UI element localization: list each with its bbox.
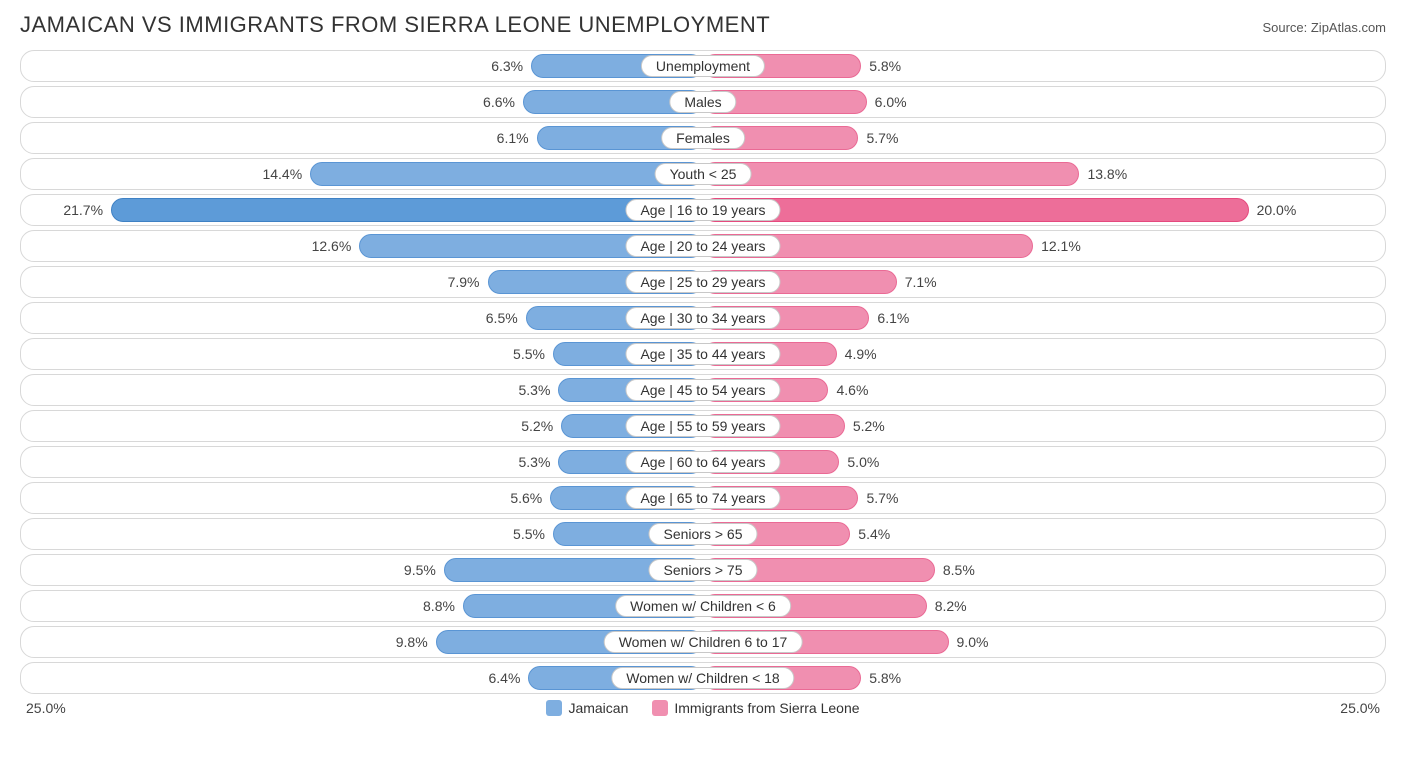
value-label-right: 5.8% (869, 670, 901, 686)
category-label: Age | 45 to 54 years (625, 379, 780, 401)
value-label-right: 20.0% (1257, 202, 1297, 218)
value-label-left: 5.3% (519, 454, 551, 470)
chart-row: 6.5% 6.1% Age | 30 to 34 years (20, 302, 1386, 334)
category-label: Women w/ Children < 18 (611, 667, 794, 689)
category-label: Males (669, 91, 736, 113)
chart-row: 12.6% 12.1% Age | 20 to 24 years (20, 230, 1386, 262)
axis-left-max: 25.0% (26, 700, 66, 716)
value-label-left: 5.6% (510, 490, 542, 506)
legend-item-left: Jamaican (546, 700, 628, 716)
value-label-right: 12.1% (1041, 238, 1081, 254)
chart-row: 6.6% 6.0% Males (20, 86, 1386, 118)
value-label-left: 6.5% (486, 310, 518, 326)
value-label-left: 5.2% (521, 418, 553, 434)
chart-row: 5.2% 5.2% Age | 55 to 59 years (20, 410, 1386, 442)
header: JAMAICAN VS IMMIGRANTS FROM SIERRA LEONE… (20, 12, 1386, 38)
swatch-icon (652, 700, 668, 716)
category-label: Age | 60 to 64 years (625, 451, 780, 473)
value-label-left: 9.8% (396, 634, 428, 650)
value-label-left: 8.8% (423, 598, 455, 614)
chart-row: 6.3% 5.8% Unemployment (20, 50, 1386, 82)
value-label-right: 6.1% (877, 310, 909, 326)
category-label: Age | 35 to 44 years (625, 343, 780, 365)
chart-row: 7.9% 7.1% Age | 25 to 29 years (20, 266, 1386, 298)
category-label: Women w/ Children < 6 (615, 595, 791, 617)
chart-row: 5.5% 4.9% Age | 35 to 44 years (20, 338, 1386, 370)
value-label-left: 6.6% (483, 94, 515, 110)
value-label-left: 9.5% (404, 562, 436, 578)
value-label-left: 21.7% (63, 202, 103, 218)
category-label: Age | 55 to 59 years (625, 415, 780, 437)
category-label: Seniors > 75 (649, 559, 758, 581)
value-label-left: 5.3% (519, 382, 551, 398)
value-label-right: 5.8% (869, 58, 901, 74)
value-label-right: 5.2% (853, 418, 885, 434)
value-label-left: 6.1% (497, 130, 529, 146)
category-label: Women w/ Children 6 to 17 (604, 631, 803, 653)
category-label: Age | 65 to 74 years (625, 487, 780, 509)
category-label: Females (661, 127, 745, 149)
value-label-left: 6.4% (489, 670, 521, 686)
legend: Jamaican Immigrants from Sierra Leone (546, 700, 859, 716)
butterfly-chart: 6.3% 5.8% Unemployment 6.6% 6.0% Males 6.1% 5.7… (20, 50, 1386, 694)
chart-row: 5.3% 5.0% Age | 60 to 64 years (20, 446, 1386, 478)
chart-row: 9.5% 8.5% Seniors > 75 (20, 554, 1386, 586)
bar-left (310, 162, 703, 186)
chart-title: JAMAICAN VS IMMIGRANTS FROM SIERRA LEONE… (20, 12, 770, 38)
category-label: Age | 16 to 19 years (625, 199, 780, 221)
value-label-right: 4.6% (836, 382, 868, 398)
legend-left-label: Jamaican (568, 700, 628, 716)
chart-row: 5.5% 5.4% Seniors > 65 (20, 518, 1386, 550)
value-label-right: 8.5% (943, 562, 975, 578)
chart-row: 9.8% 9.0% Women w/ Children 6 to 17 (20, 626, 1386, 658)
value-label-left: 7.9% (448, 274, 480, 290)
chart-row: 6.4% 5.8% Women w/ Children < 18 (20, 662, 1386, 694)
category-label: Unemployment (641, 55, 765, 77)
chart-row: 21.7% 20.0% Age | 16 to 19 years (20, 194, 1386, 226)
value-label-right: 13.8% (1087, 166, 1127, 182)
value-label-right: 5.0% (847, 454, 879, 470)
value-label-left: 12.6% (312, 238, 352, 254)
axis-row: 25.0% Jamaican Immigrants from Sierra Le… (20, 700, 1386, 716)
value-label-right: 4.9% (845, 346, 877, 362)
chart-row: 5.6% 5.7% Age | 65 to 74 years (20, 482, 1386, 514)
value-label-right: 5.4% (858, 526, 890, 542)
category-label: Age | 30 to 34 years (625, 307, 780, 329)
bar-right (703, 198, 1249, 222)
category-label: Age | 20 to 24 years (625, 235, 780, 257)
category-label: Age | 25 to 29 years (625, 271, 780, 293)
source-label: Source: ZipAtlas.com (1262, 20, 1386, 35)
value-label-right: 6.0% (875, 94, 907, 110)
legend-right-label: Immigrants from Sierra Leone (674, 700, 859, 716)
bar-right (703, 162, 1079, 186)
category-label: Seniors > 65 (649, 523, 758, 545)
value-label-right: 7.1% (905, 274, 937, 290)
value-label-right: 5.7% (866, 130, 898, 146)
legend-item-right: Immigrants from Sierra Leone (652, 700, 859, 716)
value-label-left: 14.4% (262, 166, 302, 182)
value-label-right: 8.2% (935, 598, 967, 614)
chart-row: 6.1% 5.7% Females (20, 122, 1386, 154)
bar-left (111, 198, 703, 222)
value-label-left: 6.3% (491, 58, 523, 74)
category-label: Youth < 25 (655, 163, 752, 185)
chart-row: 14.4% 13.8% Youth < 25 (20, 158, 1386, 190)
value-label-left: 5.5% (513, 346, 545, 362)
value-label-right: 9.0% (957, 634, 989, 650)
chart-row: 5.3% 4.6% Age | 45 to 54 years (20, 374, 1386, 406)
value-label-left: 5.5% (513, 526, 545, 542)
axis-right-max: 25.0% (1340, 700, 1380, 716)
value-label-right: 5.7% (866, 490, 898, 506)
swatch-icon (546, 700, 562, 716)
chart-row: 8.8% 8.2% Women w/ Children < 6 (20, 590, 1386, 622)
